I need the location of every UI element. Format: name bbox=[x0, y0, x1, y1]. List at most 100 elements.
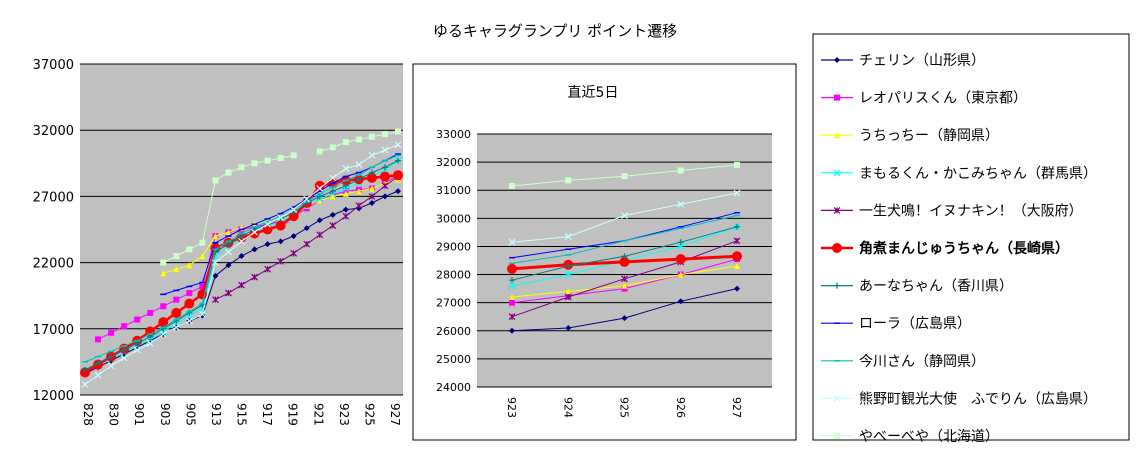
legend-item: うちっちー（静岡県） bbox=[821, 128, 999, 144]
main-y-tick-label: 22000 bbox=[33, 257, 74, 272]
legend-frame bbox=[812, 33, 1130, 441]
main-data-point bbox=[381, 164, 388, 171]
inset-data-point bbox=[564, 233, 572, 241]
main-data-point bbox=[368, 133, 375, 140]
legend-item: チェリン（山形県） bbox=[821, 53, 985, 69]
inset-y-tick-label: 29000 bbox=[436, 240, 471, 253]
main-data-point bbox=[329, 222, 337, 229]
legend-label: ローラ（広島県） bbox=[859, 316, 971, 332]
main-data-point bbox=[290, 233, 297, 240]
main-x-tick-label: 915 bbox=[235, 403, 249, 426]
legend-marker bbox=[834, 132, 840, 139]
inset-data-point bbox=[621, 212, 628, 219]
main-data-point bbox=[277, 238, 284, 245]
main-data-point bbox=[368, 151, 376, 159]
main-data-point bbox=[160, 303, 167, 310]
main-data-point bbox=[329, 193, 336, 200]
main-x-tick-label: 828 bbox=[81, 403, 95, 426]
main-y-tick-labels: 12000 17000 22000 27000 32000 37000 bbox=[33, 58, 74, 404]
inset-y-tick-label: 27000 bbox=[436, 297, 471, 310]
inset-series bbox=[509, 214, 740, 265]
main-x-tick-label: 923 bbox=[337, 403, 351, 426]
inset-y-tick-label: 31000 bbox=[436, 184, 471, 197]
main-data-point bbox=[81, 380, 89, 388]
main-data-point bbox=[342, 182, 349, 189]
inset-x-tick-label: 924 bbox=[561, 397, 574, 418]
main-data-point bbox=[108, 353, 115, 360]
main-data-point bbox=[225, 262, 232, 269]
main-data-point bbox=[290, 152, 297, 159]
inset-data-point bbox=[564, 271, 572, 278]
main-series bbox=[211, 173, 402, 304]
main-x-tick-label: 925 bbox=[362, 403, 376, 426]
inset-x-tick-label: 927 bbox=[730, 397, 743, 418]
main-data-point bbox=[238, 237, 245, 245]
inset-x-tick-label: 926 bbox=[674, 397, 687, 418]
inset-chart: 直近5日 24000 25000 26000 27000 28000 29000 30000… bbox=[412, 63, 797, 441]
inset-x-tick-label: 923 bbox=[505, 397, 518, 418]
main-data-point bbox=[303, 225, 310, 232]
main-data-point bbox=[146, 339, 154, 347]
main-data-point bbox=[212, 233, 219, 240]
legend-label: 一生犬鳴！イヌナキン！（大阪府） bbox=[859, 203, 1083, 219]
main-data-point bbox=[120, 354, 128, 362]
main-data-point bbox=[186, 262, 193, 269]
main-data-point bbox=[290, 206, 298, 214]
legend-item: ローラ（広島県） bbox=[821, 316, 971, 332]
main-data-point bbox=[316, 217, 323, 224]
main-x-tick-label: 905 bbox=[183, 403, 197, 426]
main-series bbox=[160, 128, 401, 266]
inset-data-point bbox=[734, 263, 740, 270]
main-y-tick-label: 17000 bbox=[33, 323, 74, 338]
main-data-point bbox=[277, 214, 285, 222]
main-data-point bbox=[368, 169, 375, 176]
main-x-tick-labels: 828 830 901 903 905 913 915 917 919 921 923 925 927 bbox=[81, 403, 402, 426]
main-data-point bbox=[82, 366, 88, 373]
inset-title: 直近5日 bbox=[568, 84, 619, 101]
main-x-tick-label: 917 bbox=[260, 403, 274, 426]
main-data-point bbox=[264, 241, 271, 248]
main-data-point bbox=[211, 296, 219, 304]
main-y-tick-label: 27000 bbox=[33, 190, 74, 205]
main-data-point bbox=[108, 329, 115, 336]
main-data-point bbox=[355, 188, 362, 195]
inset-data-point bbox=[509, 327, 515, 334]
main-data-point bbox=[251, 246, 258, 253]
main-data-point bbox=[238, 164, 245, 171]
main-data-point bbox=[251, 228, 258, 236]
legend-marker bbox=[832, 243, 842, 253]
main-data-point bbox=[381, 182, 389, 190]
legend-item: 角煮まんじゅうちゃん（長崎県） bbox=[821, 240, 1069, 257]
inset-data-point bbox=[508, 282, 516, 290]
inset-y-tick-label: 25000 bbox=[436, 353, 471, 366]
main-data-point bbox=[225, 289, 232, 297]
main-y-tick-label: 12000 bbox=[33, 389, 74, 404]
main-data-point bbox=[368, 192, 376, 200]
main-data-point bbox=[198, 310, 206, 318]
main-data-point bbox=[159, 330, 167, 338]
main-data-point bbox=[186, 290, 193, 297]
main-data-point bbox=[121, 346, 128, 353]
inset-series bbox=[509, 285, 740, 334]
main-data-point bbox=[199, 312, 206, 319]
main-data-point bbox=[303, 240, 311, 248]
legend-marker bbox=[833, 169, 841, 177]
main-data-point bbox=[264, 265, 272, 273]
inset-series bbox=[507, 251, 742, 274]
main-data-point bbox=[277, 155, 284, 162]
inset-data-point bbox=[677, 298, 684, 305]
main-data-point bbox=[173, 266, 180, 273]
inset-data-point bbox=[675, 254, 686, 265]
main-data-point bbox=[160, 270, 167, 277]
main-data-point bbox=[368, 200, 375, 207]
main-x-tick-label: 903 bbox=[158, 403, 172, 426]
main-series bbox=[81, 141, 402, 388]
legend-label: 今川さん（静岡県） bbox=[859, 354, 985, 370]
legend-marker bbox=[834, 282, 840, 289]
legend-label: あーなちゃん（香川県） bbox=[859, 279, 1013, 295]
inset-data-point bbox=[733, 189, 741, 197]
chart-title: ゆるキャラグランプリ ポイント遷移 bbox=[433, 22, 677, 40]
main-x-tick-label: 913 bbox=[209, 403, 223, 426]
main-data-point bbox=[185, 317, 193, 325]
